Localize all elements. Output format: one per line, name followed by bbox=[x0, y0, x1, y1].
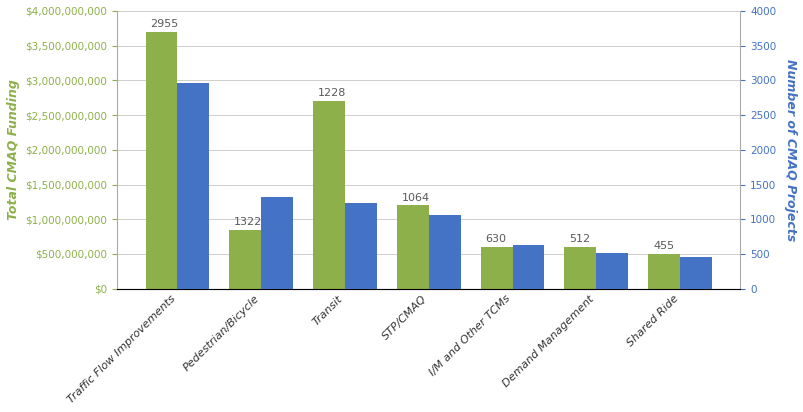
Bar bbox=[480, 247, 512, 289]
Text: 512: 512 bbox=[569, 234, 589, 244]
Bar bbox=[647, 254, 679, 289]
Bar bbox=[397, 205, 428, 289]
Bar bbox=[428, 215, 460, 289]
Bar bbox=[312, 101, 344, 289]
Text: 1322: 1322 bbox=[234, 217, 262, 227]
Text: 1064: 1064 bbox=[402, 192, 430, 203]
Text: 2955: 2955 bbox=[150, 19, 178, 29]
Y-axis label: Total CMAQ Funding: Total CMAQ Funding bbox=[7, 80, 20, 220]
Text: 1228: 1228 bbox=[317, 89, 346, 98]
Bar bbox=[229, 229, 261, 289]
Bar bbox=[512, 245, 544, 289]
Bar bbox=[564, 247, 596, 289]
Bar bbox=[145, 32, 177, 289]
Bar bbox=[679, 257, 711, 289]
Bar bbox=[344, 204, 377, 289]
Text: 630: 630 bbox=[485, 234, 506, 244]
Bar bbox=[261, 197, 292, 289]
Text: 455: 455 bbox=[652, 241, 674, 251]
Y-axis label: Number of CMAQ Projects: Number of CMAQ Projects bbox=[783, 59, 796, 241]
Bar bbox=[596, 253, 627, 289]
Bar bbox=[177, 84, 209, 289]
